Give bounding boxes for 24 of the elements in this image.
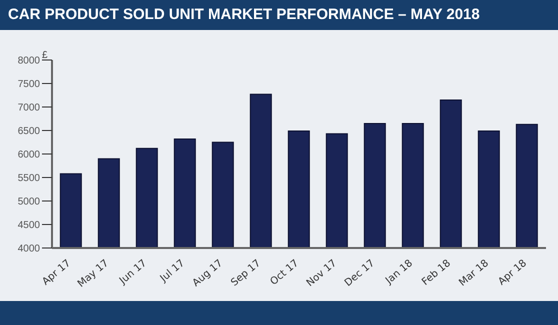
y-tick-label: 6000: [18, 150, 40, 161]
x-tick-label: Jun 17: [116, 258, 149, 288]
chart-title: CAR PRODUCT SOLD UNIT MARKET PERFORMANCE – MAY 2018: [0, 0, 558, 30]
x-tick-label: Apr 17: [40, 258, 73, 288]
x-tick-label: Feb 18: [420, 258, 453, 288]
x-tick-label: Sep 17: [229, 258, 263, 289]
y-tick-label: 8000: [18, 56, 40, 67]
x-tick-label: Jan 18: [383, 258, 415, 288]
x-tick-label: Apr 18: [496, 258, 529, 288]
x-tick-label: Nov 17: [304, 258, 339, 290]
x-tick-label: Jul 17: [158, 258, 187, 285]
x-tick-label: Oct 17: [268, 258, 301, 288]
y-tick-label: 5500: [18, 173, 40, 184]
y-tick-label: 7000: [18, 102, 40, 114]
y-tick-label: 5000: [18, 196, 40, 208]
y-tick-label: 4500: [18, 220, 40, 232]
y-axis-title: £: [42, 50, 48, 61]
x-tick-label: May 17: [76, 258, 111, 290]
y-tick-label: 7500: [18, 79, 40, 90]
y-tick-label: 4000: [18, 244, 40, 255]
x-tick-label: Mar 18: [457, 258, 491, 289]
x-tick-label: Dec 17: [342, 258, 377, 289]
y-tick-label: 6500: [18, 126, 40, 138]
x-tick-label: Aug 17: [190, 258, 225, 290]
